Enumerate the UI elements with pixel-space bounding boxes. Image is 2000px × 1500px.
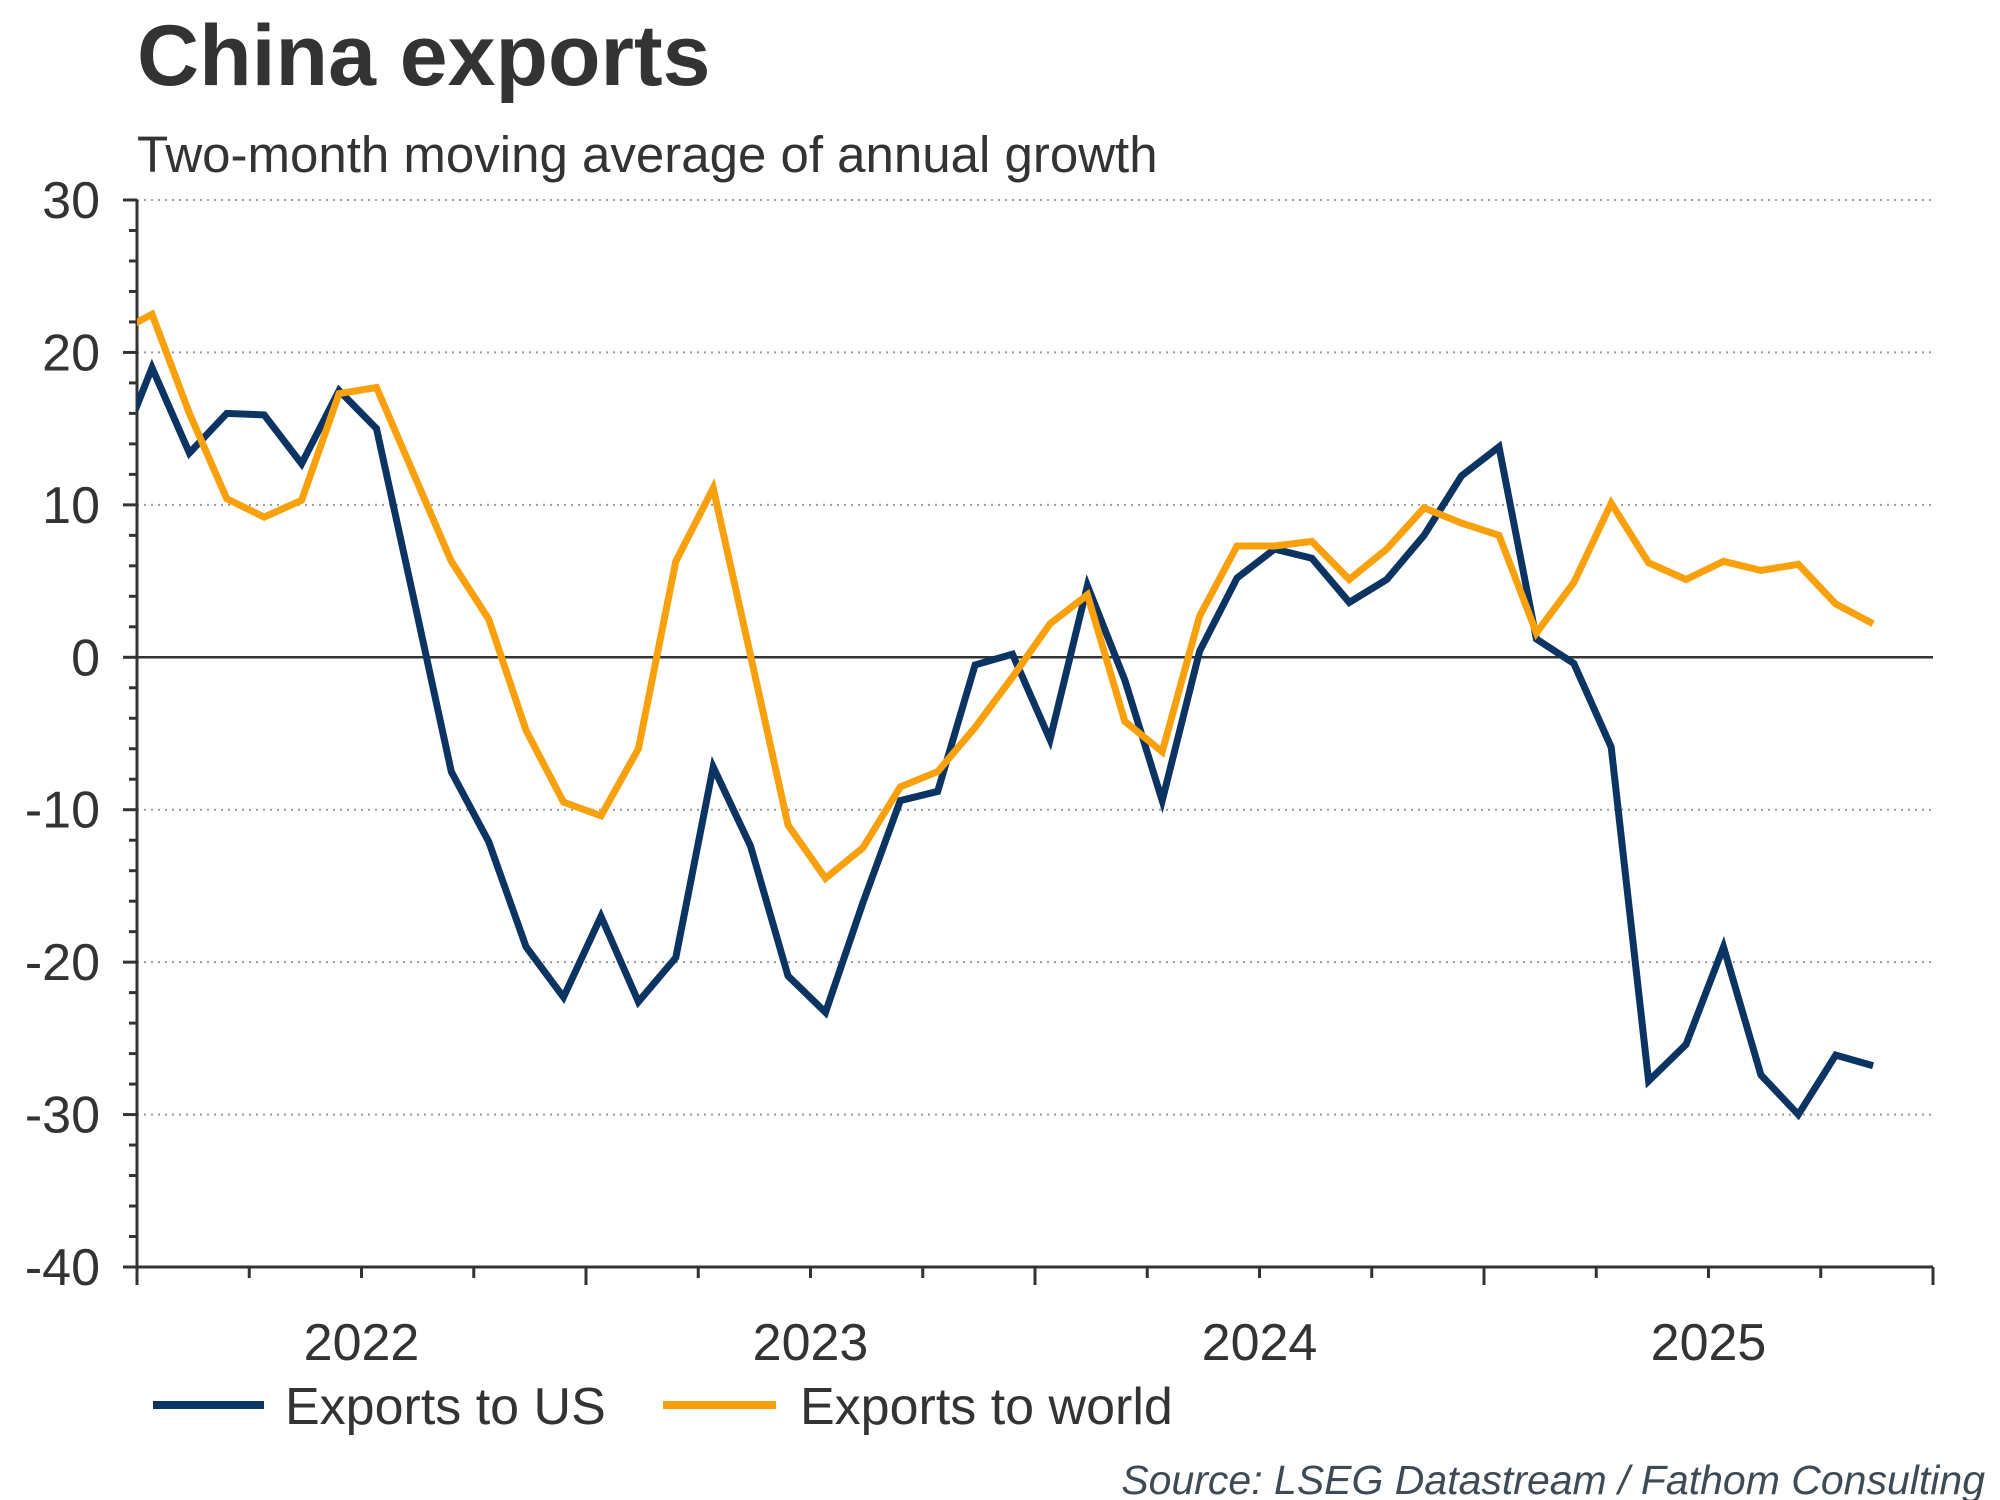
y-axis: 30 20 10 0 -10 -20 -30 -40	[25, 172, 139, 1297]
y-tick-label: 20	[42, 324, 100, 382]
source-note: Source: LSEG Datastream / Fathom Consult…	[1121, 1457, 1985, 1500]
line-exports-to-us	[137, 358, 1875, 1121]
series-exports-to-world	[137, 309, 1875, 884]
x-tick-label: 2025	[1651, 1314, 1767, 1372]
x-axis: 2022 2023 2024 2025	[123, 1265, 1935, 1372]
legend-label-exports-to-world: Exports to world	[800, 1378, 1173, 1436]
y-tick-label: 10	[42, 477, 100, 535]
series-exports-to-us	[137, 358, 1875, 1121]
chart-subtitle: Two-month moving average of annual growt…	[137, 126, 1158, 183]
y-tick-label: 0	[71, 629, 100, 687]
chart-title: China exports	[137, 8, 710, 104]
y-tick-label: 30	[42, 172, 100, 230]
series-lines	[137, 309, 1875, 1121]
y-tick-label: -40	[25, 1239, 100, 1297]
legend: Exports to US Exports to world	[153, 1378, 1173, 1436]
gridlines	[137, 199, 1933, 1116]
x-tick-label: 2024	[1202, 1314, 1318, 1372]
line-exports-to-world	[137, 309, 1875, 884]
legend-item-exports-to-us: Exports to US	[153, 1378, 606, 1436]
y-tick-label: -30	[25, 1087, 100, 1145]
x-tick-label: 2023	[753, 1314, 869, 1372]
legend-label-exports-to-us: Exports to US	[285, 1378, 606, 1436]
x-tick-label: 2022	[304, 1314, 420, 1372]
legend-item-exports-to-world: Exports to world	[663, 1378, 1173, 1436]
y-tick-label: -20	[25, 934, 100, 992]
y-tick-label: -10	[25, 782, 100, 840]
